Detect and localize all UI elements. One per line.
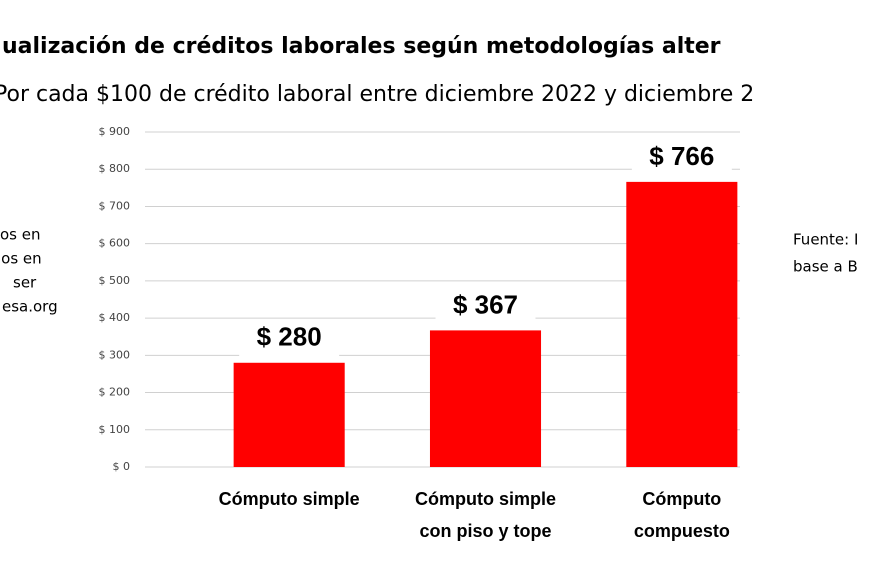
note-text: ser	[13, 274, 37, 292]
note-text: esa.org	[2, 298, 58, 316]
y-tick-label: $ 0	[113, 460, 131, 473]
x-tick-label: con piso y tope	[419, 521, 551, 541]
y-tick-label: $ 400	[99, 311, 131, 324]
x-tick-label: Cómputo simple	[219, 489, 360, 509]
x-tick-label: compuesto	[634, 521, 730, 541]
chart-subtitle: Por cada $100 de crédito laboral entre d…	[0, 82, 754, 107]
y-tick-label: $ 800	[99, 162, 131, 175]
bar	[233, 362, 345, 467]
bar	[429, 330, 542, 467]
value-label-bg	[631, 139, 732, 176]
x-tick-label: Cómputo simple	[415, 489, 556, 509]
source-text: Fuente: I	[793, 231, 858, 249]
y-tick-label: $ 500	[99, 274, 131, 287]
value-label: $ 280	[257, 322, 322, 352]
value-label-bg	[435, 288, 536, 325]
value-label-bg	[239, 320, 340, 357]
x-tick-label: Cómputo	[642, 489, 721, 509]
bar	[626, 181, 738, 467]
y-tick-label: $ 300	[99, 348, 131, 361]
value-label: $ 367	[453, 289, 518, 319]
note-text: os en	[0, 226, 41, 244]
y-tick-label: $ 600	[99, 237, 131, 250]
chart-title: ualización de créditos laborales según m…	[2, 34, 721, 59]
y-tick-label: $ 100	[99, 423, 131, 436]
y-tick-label: $ 200	[99, 386, 131, 399]
note-text: los en	[0, 250, 42, 268]
y-tick-label: $ 700	[99, 199, 131, 212]
source-text: base a B	[793, 258, 858, 276]
value-label: $ 766	[649, 141, 714, 171]
y-tick-label: $ 900	[99, 125, 131, 138]
